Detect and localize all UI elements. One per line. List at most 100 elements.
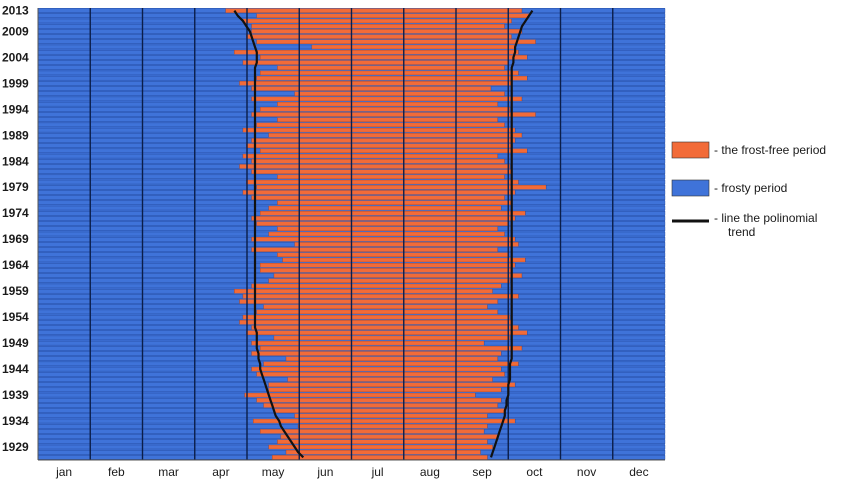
bar-frosty-spring-2003	[37, 60, 244, 65]
bar-frosty-autumn-2007	[535, 39, 666, 44]
legend-label-trend-line1: - line the polinomial	[714, 211, 817, 225]
bar-frost-free-1962	[273, 273, 523, 278]
bar-frosty-autumn-2005	[518, 49, 666, 55]
bar-frost-free-1949	[251, 340, 485, 346]
bar-frost-free-1945	[263, 361, 519, 367]
bar-frosty-autumn-1997	[504, 91, 666, 96]
trend-lines	[233, 9, 534, 459]
bar-frosty-spring-2010	[37, 24, 252, 29]
bar-frosty-spring-1979	[37, 185, 257, 190]
bar-frosty-autumn-1999	[511, 81, 666, 86]
bar-frost-free-2008	[246, 34, 512, 39]
bar-frost-free-2004	[260, 55, 528, 60]
bar-frosty-autumn-1981	[504, 174, 666, 180]
y-tick-1959: 1959	[2, 284, 29, 298]
bar-frosty-autumn-1931	[497, 434, 666, 439]
bar-frost-free-1959	[234, 288, 493, 294]
bar-frosty-autumn-1950	[509, 335, 666, 341]
bar-frost-free-1957	[239, 299, 499, 304]
bar-frosty-autumn-2001	[518, 70, 666, 76]
bar-frosty-autumn-1962	[521, 273, 666, 278]
bar-frosty-spring-1971	[37, 226, 278, 231]
bar-frosty-autumn-1995	[497, 101, 666, 107]
bar-frosty-autumn-1938	[501, 398, 666, 403]
bar-frost-free-1970	[268, 231, 505, 237]
bar-frost-free-1985	[242, 153, 499, 159]
y-tick-1934: 1934	[2, 414, 29, 428]
bar-frost-free-1974	[260, 211, 526, 216]
bar-frosty-autumn-1992	[497, 117, 666, 122]
bar-frosty-autumn-1988	[514, 138, 666, 143]
bar-frosty-spring-1958	[37, 294, 244, 299]
bar-frost-free-1942	[287, 377, 493, 382]
bar-frosty-spring-2004	[37, 55, 261, 60]
bar-frosty-autumn-1936	[504, 408, 666, 413]
legend-label-trend: - line the polinomial trend	[714, 211, 817, 239]
bar-frosty-autumn-1969	[514, 237, 666, 242]
bar-frost-free-1961	[268, 278, 511, 283]
bar-frosty-spring-2007	[37, 39, 257, 44]
bar-frost-free-1954	[242, 314, 511, 320]
bar-frost-free-2006	[311, 44, 516, 50]
bar-frosty-autumn-1998	[490, 86, 666, 91]
bar-frost-free-1994	[260, 107, 511, 112]
bar-frosty-autumn-2011	[511, 18, 666, 24]
bar-frosty-autumn-2009	[521, 29, 666, 34]
bar-frosty-spring-1962	[37, 273, 275, 278]
bar-frosty-spring-2005	[37, 49, 235, 55]
bar-frost-free-1967	[251, 247, 499, 252]
bar-frosty-autumn-1939	[475, 392, 666, 398]
bar-frost-free-1995	[277, 101, 499, 107]
bar-frost-free-1973	[251, 216, 516, 221]
bar-frost-free-1947	[251, 351, 502, 356]
bar-frosty-spring-1944	[37, 366, 252, 372]
bar-frosty-spring-1942	[37, 377, 288, 382]
bar-frosty-autumn-1940	[501, 387, 666, 393]
bar-frosty-spring-1961	[37, 278, 269, 283]
x-tick-oct: oct	[526, 465, 543, 479]
bar-frosty-autumn-1970	[504, 231, 666, 237]
bar-frost-free-1929	[268, 444, 493, 450]
bar-frosty-spring-1946	[37, 356, 287, 361]
bar-frosty-autumn-1934	[514, 418, 666, 424]
x-tick-apr: apr	[212, 465, 229, 479]
bar-frosty-autumn-1943	[504, 372, 666, 377]
bar-frosty-spring-1955	[37, 309, 257, 315]
bar-frost-free-1972	[256, 221, 509, 226]
bar-frosty-spring-1976	[37, 200, 278, 206]
bar-frosty-autumn-2006	[514, 44, 666, 50]
bar-frosty-spring-2013	[37, 8, 226, 13]
x-tick-jun: jun	[316, 465, 333, 479]
bar-frosty-autumn-1930	[487, 439, 666, 444]
bar-frosty-spring-1977	[37, 195, 252, 200]
y-tick-1939: 1939	[2, 388, 29, 402]
bar-frost-free-2012	[256, 13, 530, 18]
bar-frost-free-1944	[251, 366, 502, 372]
bar-frosty-autumn-1952	[518, 325, 666, 330]
bar-frost-free-1991	[256, 122, 505, 128]
y-tick-1929: 1929	[2, 440, 29, 454]
bar-frost-free-1980	[246, 179, 519, 185]
bar-frost-free-1939	[244, 392, 476, 398]
bar-frosty-autumn-1937	[497, 403, 666, 408]
legend-label-frosty: - frosty period	[714, 181, 787, 195]
x-tick-dec: dec	[629, 465, 648, 479]
bar-frosty-spring-1998	[37, 86, 252, 91]
bar-frosty-autumn-1975	[501, 205, 666, 211]
bar-frosty-spring-1966	[37, 252, 278, 257]
bar-frosty-autumn-1953	[511, 320, 666, 325]
bar-frosty-autumn-1982	[511, 169, 666, 174]
bar-frost-free-1968	[294, 242, 519, 247]
bar-frosty-spring-2006	[37, 44, 313, 50]
bar-frosty-spring-1943	[37, 372, 257, 377]
bar-frosty-autumn-1964	[514, 262, 666, 268]
bar-frosty-autumn-2000	[527, 75, 666, 81]
y-tick-1949: 1949	[2, 336, 29, 350]
y-tick-1969: 1969	[2, 232, 29, 246]
bar-frosty-autumn-1977	[504, 195, 666, 200]
bar-frosty-autumn-1928	[480, 450, 666, 455]
bar-frosty-spring-1934	[37, 418, 254, 424]
legend-label-trend-line2: trend	[728, 225, 755, 239]
bar-frosty-autumn-1983	[509, 164, 666, 169]
bar-frosty-spring-1950	[37, 335, 275, 341]
